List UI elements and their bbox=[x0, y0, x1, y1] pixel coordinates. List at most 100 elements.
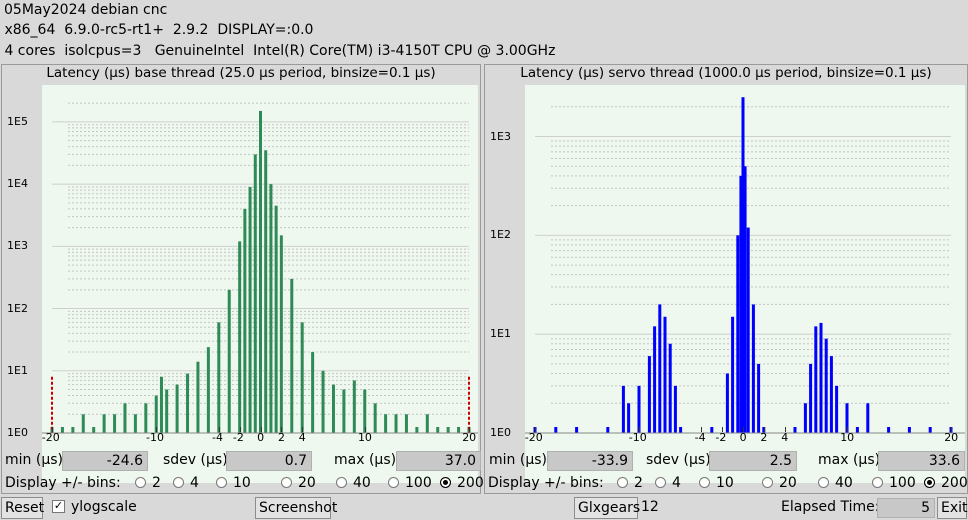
servo-bins-label: Display +/- bins: bbox=[488, 475, 604, 491]
histogram-bar bbox=[679, 427, 683, 433]
radio-label: 40 bbox=[353, 475, 371, 491]
bins-radio-100[interactable]: 100 bbox=[388, 475, 432, 491]
bins-radio-4[interactable]: 4 bbox=[655, 475, 681, 491]
histogram-bar bbox=[415, 427, 419, 433]
x-tick-mark bbox=[722, 427, 724, 432]
servo-max-label: max (µs) bbox=[818, 452, 881, 468]
x-tick-mark bbox=[951, 427, 952, 432]
x-tick-label: 2 bbox=[760, 431, 768, 444]
x-tick-label: 20 bbox=[944, 431, 959, 444]
bins-radio-200[interactable]: 200 bbox=[924, 475, 968, 491]
histogram-bar bbox=[248, 186, 252, 433]
radio-label: 10 bbox=[233, 475, 251, 491]
x-tick-label: 4 bbox=[781, 431, 789, 444]
servo-max-value: 33.6 bbox=[878, 451, 965, 471]
bins-radio-2[interactable]: 2 bbox=[135, 475, 161, 491]
bins-radio-4[interactable]: 4 bbox=[173, 475, 199, 491]
radio-indicator[interactable] bbox=[216, 476, 227, 488]
base-sdev-label: sdev (µs) bbox=[163, 452, 228, 468]
radio-indicator[interactable] bbox=[135, 476, 146, 488]
histogram-bar bbox=[384, 414, 388, 433]
histogram-bar bbox=[425, 414, 429, 433]
bins-radio-40[interactable]: 40 bbox=[818, 475, 853, 491]
kernel-version-line: x86_64 6.9.0-rc5-rt1+ 2.9.2 DISPLAY=:0.0 bbox=[0, 22, 314, 38]
x-tick-mark bbox=[639, 427, 640, 432]
histogram-bar bbox=[279, 235, 283, 433]
glxgears-button[interactable]: Glxgears bbox=[574, 497, 640, 519]
bins-radio-2[interactable]: 2 bbox=[617, 475, 643, 491]
radio-indicator[interactable] bbox=[617, 476, 628, 488]
histogram-bar bbox=[253, 154, 257, 433]
x-tick-label: 0 bbox=[739, 431, 747, 444]
screenshot-button[interactable]: Screenshot bbox=[255, 497, 337, 519]
bins-radio-100[interactable]: 100 bbox=[872, 475, 916, 491]
histogram-bar bbox=[259, 110, 262, 433]
y-tick-label: 1E2 bbox=[7, 301, 28, 315]
bins-radio-20[interactable]: 20 bbox=[281, 475, 316, 491]
reset-button[interactable]: Reset bbox=[1, 497, 44, 519]
radio-indicator[interactable] bbox=[762, 476, 773, 488]
base-thread-histogram bbox=[42, 85, 478, 483]
base-bins-label: Display +/- bins: bbox=[5, 475, 121, 491]
radio-indicator[interactable] bbox=[388, 476, 399, 488]
radio-indicator[interactable] bbox=[818, 476, 829, 488]
x-tick-mark bbox=[847, 427, 848, 432]
radio-indicator[interactable] bbox=[440, 476, 451, 488]
histogram-bar bbox=[637, 385, 641, 433]
base-max-label: max (µs) bbox=[334, 452, 397, 468]
bins-radio-200[interactable]: 200 bbox=[440, 475, 484, 491]
radio-indicator[interactable] bbox=[655, 476, 666, 488]
histogram-bar bbox=[436, 427, 440, 433]
exit-button[interactable]: Exit bbox=[937, 497, 968, 519]
ylogscale-toggle[interactable]: ✓ ylogscale bbox=[52, 499, 137, 515]
host-date-line: 05May2024 debian cnc bbox=[4, 2, 168, 18]
ylogscale-checkbox[interactable]: ✓ bbox=[52, 498, 65, 513]
servo-sdev-label: sdev (µs) bbox=[646, 452, 711, 468]
histogram-bar bbox=[165, 389, 169, 433]
histogram-bar bbox=[819, 322, 823, 433]
histogram-bar bbox=[725, 373, 729, 433]
histogram-bar bbox=[803, 403, 807, 433]
histogram-bar bbox=[647, 356, 651, 433]
bins-radio-20[interactable]: 20 bbox=[762, 475, 797, 491]
radio-indicator[interactable] bbox=[924, 476, 935, 488]
radio-indicator[interactable] bbox=[173, 476, 184, 488]
radio-indicator[interactable] bbox=[872, 476, 883, 488]
base-min-value: -24.6 bbox=[62, 451, 148, 471]
histogram-bar bbox=[653, 326, 657, 433]
base-max-value: 37.0 bbox=[396, 451, 481, 471]
x-tick-mark bbox=[156, 427, 158, 432]
y-tick-label: 1E1 bbox=[7, 363, 28, 377]
x-tick-label: -10 bbox=[628, 431, 647, 444]
bins-radio-10[interactable]: 10 bbox=[699, 475, 734, 491]
histogram-bar bbox=[133, 414, 137, 433]
cpu-info-line: 4 cores isolcpus=3 GenuineIntel Intel(R)… bbox=[0, 43, 556, 59]
histogram-bar bbox=[404, 414, 408, 433]
histogram-bar bbox=[757, 363, 761, 433]
histogram-bar bbox=[102, 414, 106, 433]
radio-label: 40 bbox=[835, 475, 853, 491]
histogram-bar bbox=[731, 316, 735, 433]
histogram-bar bbox=[741, 97, 745, 433]
bins-radio-40[interactable]: 40 bbox=[336, 475, 371, 491]
radio-indicator[interactable] bbox=[281, 476, 292, 488]
y-tick-label: 1E0 bbox=[490, 426, 511, 439]
y-tick-label: 1E2 bbox=[490, 228, 511, 242]
histogram-bar bbox=[751, 304, 755, 433]
x-tick-label: -2 bbox=[715, 431, 727, 444]
x-tick-mark bbox=[469, 427, 470, 432]
histogram-bar bbox=[300, 322, 304, 433]
bins-radio-10[interactable]: 10 bbox=[216, 475, 251, 491]
histogram-bar bbox=[274, 205, 278, 433]
histogram-bar bbox=[363, 389, 367, 433]
radio-indicator[interactable] bbox=[336, 476, 347, 488]
histogram-bar bbox=[739, 175, 743, 433]
histogram-bar bbox=[342, 389, 346, 433]
radio-indicator[interactable] bbox=[699, 476, 710, 488]
y-tick-label: 1E4 bbox=[7, 177, 28, 191]
histogram-bar bbox=[81, 414, 85, 433]
elapsed-time-value: 5 bbox=[877, 498, 935, 518]
radio-label: 100 bbox=[889, 475, 916, 491]
elapsed-time-label: Elapsed Time: bbox=[781, 499, 880, 515]
histogram-bar bbox=[554, 427, 558, 433]
